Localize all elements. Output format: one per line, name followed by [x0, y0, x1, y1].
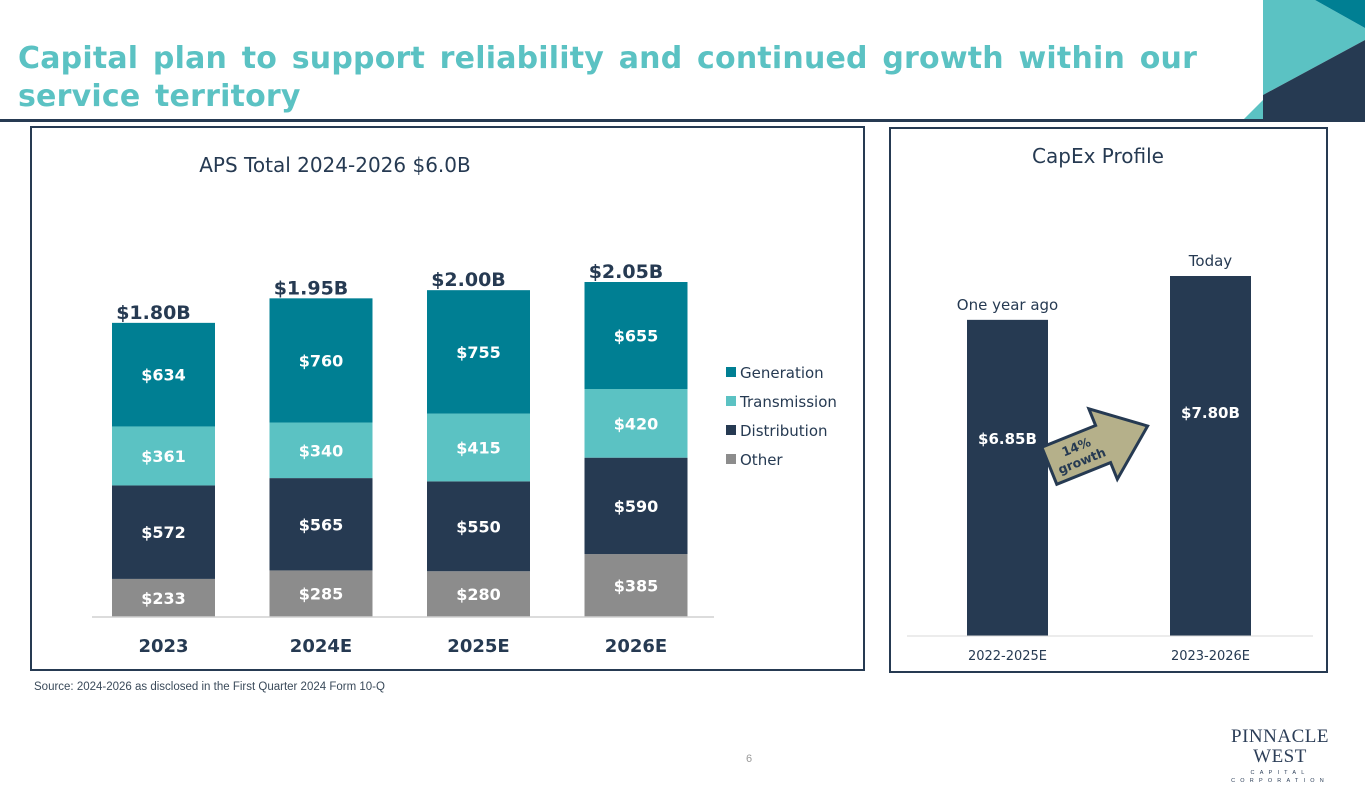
segment-value-label: $340 — [299, 441, 344, 460]
capex-profile-chart: CapEx Profile $6.85B One year ago $7.80B To… — [907, 144, 1313, 664]
bar-2022-2025e — [967, 319, 1048, 636]
legend-label-transmission: Transmission — [739, 393, 837, 411]
bar-2023-2026e — [1170, 276, 1251, 636]
segment-value-label: $634 — [141, 366, 186, 385]
page-title: Capital plan to support reliability and … — [18, 41, 1198, 114]
bar-annotation-label: One year ago — [957, 296, 1058, 314]
x-tick-label: 2022-2025E — [968, 649, 1047, 664]
legend-label-distribution: Distribution — [740, 422, 828, 440]
x-tick-labels: 2023 2024E 2025E 2026E — [138, 636, 667, 657]
arrow-icon — [1039, 406, 1150, 487]
corner-dark-teal-triangle — [1315, 0, 1365, 28]
bars-group: $233 $572 $361 $634 $1.80B $285 $565 $340 $760 $1… — [112, 261, 688, 617]
segment-value-label: $550 — [456, 517, 501, 536]
growth-arrow: 14% growth — [1039, 406, 1150, 487]
chart-title: CapEx Profile — [1032, 144, 1164, 168]
bar-annotation-label: Today — [1188, 252, 1233, 270]
bar-segment-transmission-2026e — [584, 389, 688, 458]
bar-total-label: $2.05B — [589, 261, 664, 283]
bar-segment-other-2025e — [427, 571, 530, 617]
x-tick-label: 2026E — [605, 636, 667, 657]
bar-segment-distribution-2024e — [269, 478, 373, 571]
logo-subtitle: CAPITAL CORPORATION — [1231, 770, 1329, 784]
bar-value-label: $6.85B — [978, 430, 1037, 448]
bar-total-label: $1.80B — [116, 302, 191, 324]
corner-teal-triangle — [1263, 0, 1365, 95]
bar-total-label: $2.00B — [431, 269, 506, 291]
legend: Generation Transmission Distribution Other — [726, 364, 837, 469]
legend-swatch-distribution — [726, 425, 736, 435]
bar-segment-generation-2023 — [112, 322, 215, 427]
segment-value-label: $385 — [614, 577, 659, 596]
bar-total-label: $1.95B — [274, 277, 349, 299]
bar-segment-transmission-2023 — [112, 426, 215, 486]
aps-capex-chart-panel: APS Total 2024-2026 $6.0B $233 $572 $361 $6… — [30, 126, 865, 671]
x-tick-label: 2024E — [290, 636, 352, 657]
segment-value-label: $590 — [614, 497, 659, 516]
page-number: 6 — [746, 753, 753, 765]
segment-value-label: $233 — [141, 589, 186, 608]
source-note: Source: 2024-2026 as disclosed in the Fi… — [34, 681, 385, 693]
x-tick-labels: 2022-2025E 2023-2026E — [968, 649, 1250, 664]
capex-profile-panel: CapEx Profile $6.85B One year ago $7.80B To… — [889, 127, 1328, 673]
chart-title: APS Total 2024-2026 $6.0B — [199, 153, 470, 177]
corner-accent-triangle — [1243, 100, 1263, 120]
bar-segment-transmission-2025e — [427, 413, 530, 482]
bar-segment-other-2023 — [112, 578, 215, 617]
legend-swatch-other — [726, 454, 736, 464]
bar-segment-other-2024e — [269, 570, 373, 617]
legend-swatch-transmission — [726, 396, 736, 406]
segment-value-label: $565 — [299, 515, 344, 534]
bar-value-label: $7.80B — [1181, 404, 1240, 422]
company-logo: PINNACLE WEST CAPITAL CORPORATION — [1205, 727, 1355, 785]
segment-value-label: $755 — [456, 343, 501, 362]
bar-segment-generation-2026e — [584, 282, 688, 390]
corner-navy-triangle — [1263, 40, 1365, 120]
x-tick-label: 2023 — [138, 636, 188, 657]
segment-value-label: $420 — [614, 414, 659, 433]
bar-segment-transmission-2024e — [269, 422, 373, 479]
bars-group: $6.85B One year ago $7.80B Today — [957, 252, 1251, 636]
corner-decoration — [1243, 0, 1365, 120]
segment-value-label: $361 — [141, 447, 186, 466]
segment-value-label: $280 — [456, 585, 501, 604]
header-rule — [0, 119, 1365, 122]
logo-wordmark: PINNACLE WEST — [1231, 726, 1329, 767]
bar-segment-distribution-2025e — [427, 481, 530, 572]
legend-swatch-generation — [726, 367, 736, 377]
bar-segment-distribution-2026e — [584, 457, 688, 555]
segment-value-label: $572 — [141, 523, 186, 542]
segment-value-label: $760 — [299, 351, 344, 370]
legend-label-generation: Generation — [740, 364, 824, 382]
bar-segment-generation-2024e — [269, 298, 373, 423]
legend-label-other: Other — [740, 451, 783, 469]
bar-segment-other-2026e — [584, 554, 688, 617]
bar-segment-generation-2025e — [427, 290, 530, 414]
segment-value-label: $655 — [614, 327, 659, 346]
bar-segment-distribution-2023 — [112, 485, 215, 579]
x-tick-label: 2025E — [447, 636, 509, 657]
segment-value-label: $285 — [299, 585, 344, 604]
stacked-bar-chart: APS Total 2024-2026 $6.0B $233 $572 $361 $6… — [92, 153, 837, 657]
x-tick-label: 2023-2026E — [1171, 649, 1250, 664]
segment-value-label: $415 — [456, 438, 501, 457]
